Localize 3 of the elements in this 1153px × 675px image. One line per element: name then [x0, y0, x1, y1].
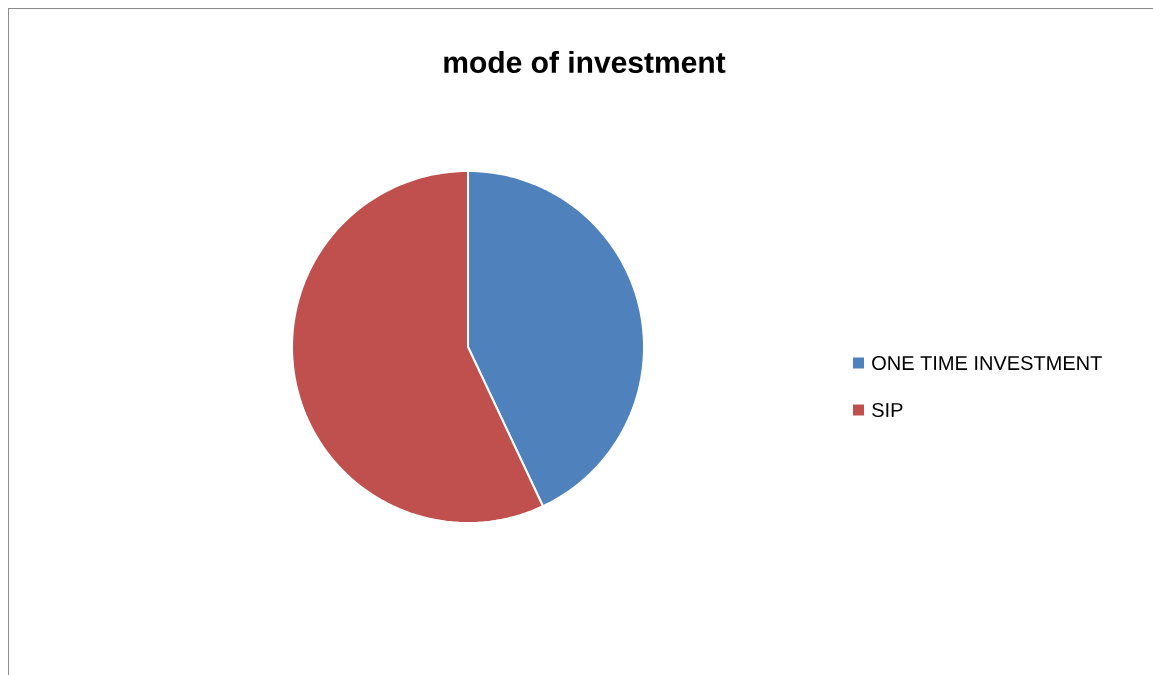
- legend-label: ONE TIME INVESTMENT: [872, 355, 1102, 371]
- chart-title: mode of investment: [444, 50, 726, 74]
- legend-label: SIP: [872, 402, 903, 418]
